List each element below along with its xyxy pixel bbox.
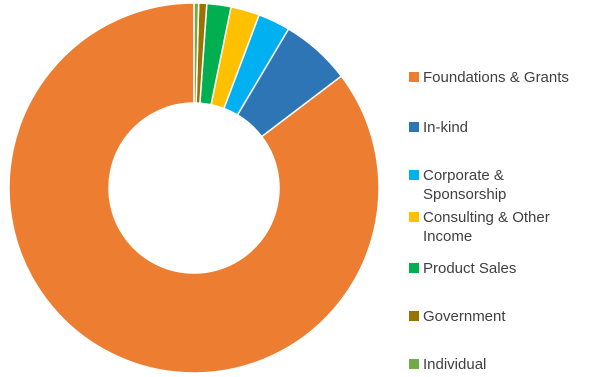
donut-slice-individual [193, 2, 200, 104]
legend-label: Product Sales [423, 260, 517, 277]
legend-label: Individual [423, 356, 487, 373]
legend-swatch [409, 170, 419, 180]
legend-item-foundations-grants: Foundations & Grants [409, 68, 603, 87]
legend-item-government: Government [409, 307, 603, 326]
legend-swatch [409, 311, 419, 321]
legend-item-individual: Individual [409, 355, 603, 374]
legend-label: In-kind [423, 119, 469, 136]
legend-label: Foundations & Grants [423, 69, 569, 86]
legend-label: Consulting & Other Income [423, 209, 550, 245]
donut-slice-foundations-grants [8, 2, 380, 374]
legend-swatch [409, 263, 419, 273]
legend-label: Corporate & Sponsorship [423, 167, 507, 203]
legend-item-product-sales: Product Sales [409, 259, 603, 278]
legend-item-corporate-sponsorship: Corporate & Sponsorship [409, 166, 543, 204]
legend-swatch [409, 72, 419, 82]
legend-item-in-kind: In-kind [409, 118, 603, 137]
legend-label: Government [423, 308, 506, 325]
legend-swatch [409, 359, 419, 369]
legend-swatch [409, 212, 419, 222]
legend-swatch [409, 122, 419, 132]
legend-item-consulting-other-income: Consulting & Other Income [409, 208, 583, 246]
